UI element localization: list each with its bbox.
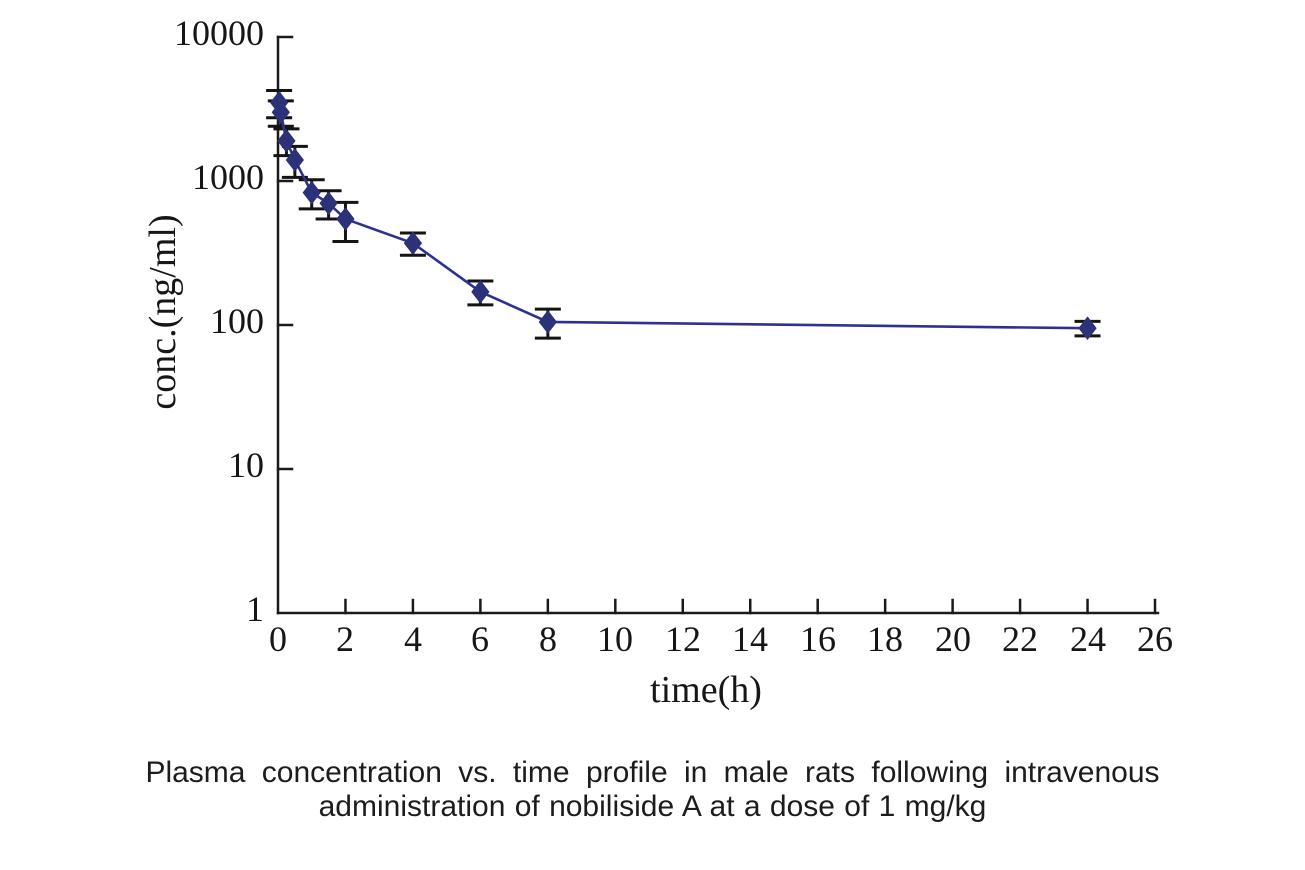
x-tick-label: 24 <box>1070 619 1106 659</box>
x-tick-label: 12 <box>665 619 701 659</box>
data-point-marker <box>302 180 321 205</box>
x-tick-label: 6 <box>471 619 489 659</box>
y-axis-title: conc.(ng/ml) <box>142 214 184 410</box>
data-point-marker <box>1078 316 1097 341</box>
y-tick-label: 100 <box>210 301 264 341</box>
caption-line-1: Plasma concentration vs. time profile in… <box>145 756 1160 789</box>
y-tick-label: 1 <box>246 589 264 629</box>
data-point-marker <box>271 100 290 125</box>
data-point-marker <box>336 207 355 231</box>
y-tick-label: 10000 <box>174 13 264 53</box>
x-tick-label: 2 <box>336 619 354 659</box>
data-point-marker <box>319 191 338 216</box>
data-point-marker <box>471 279 490 304</box>
x-tick-label: 26 <box>1137 619 1173 659</box>
y-tick-label: 10 <box>228 445 264 485</box>
x-axis-title: time(h) <box>650 669 762 711</box>
x-tick-label: 18 <box>867 619 903 659</box>
x-tick-label: 20 <box>935 619 971 659</box>
y-tick-label: 1000 <box>192 157 264 197</box>
x-tick-label: 10 <box>597 619 633 659</box>
data-point-marker <box>277 129 296 153</box>
x-tick-label: 14 <box>732 619 768 659</box>
data-point-marker <box>403 231 423 255</box>
x-tick-label: 8 <box>539 619 557 659</box>
caption-line-2: administration of nobiliside A at a dose… <box>318 790 987 823</box>
x-tick-label: 16 <box>800 619 836 659</box>
data-point-marker <box>538 310 557 334</box>
figure-caption: Plasma concentration vs. time profile in… <box>0 756 1305 824</box>
x-tick-label: 0 <box>269 619 287 659</box>
x-tick-label: 4 <box>404 619 422 659</box>
data-point-marker <box>285 148 304 172</box>
series-line <box>277 102 1088 330</box>
x-tick-label: 22 <box>1002 619 1038 659</box>
